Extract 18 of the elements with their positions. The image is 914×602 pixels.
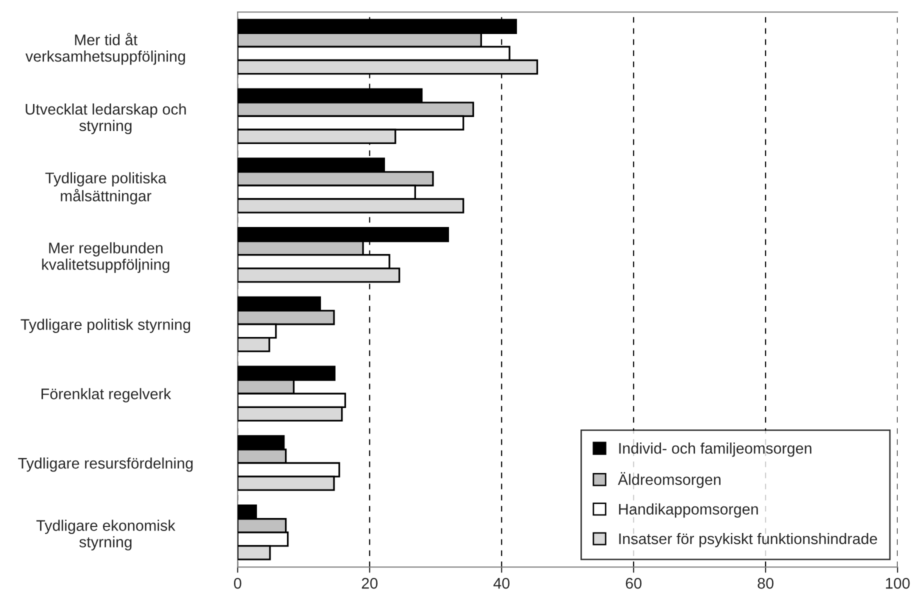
- legend-label: Handikappomsorgen: [619, 503, 758, 518]
- y-tick-label: Mer regelbunden kvalitetsuppföljning: [42, 242, 170, 273]
- y-tick-label: Utvecklat ledarskap och styrning: [26, 103, 186, 134]
- y-tick-label: Mer tid åt verksamhetsuppföljning: [26, 32, 185, 65]
- x-tick-label: 40: [493, 578, 510, 589]
- y-tick-label: Förenklat regelverk: [42, 388, 172, 402]
- y-tick-label: Tydligare politiska målsättningar: [45, 172, 166, 204]
- legend-label: Insatser för psykiskt funktionshindrade: [619, 532, 878, 548]
- x-tick-label: 0: [234, 578, 242, 589]
- x-tick-label: 80: [758, 578, 774, 589]
- y-tick-label: Tydligare resursfördelning: [18, 457, 193, 472]
- legend-label: Individ- och familjeomsorgen: [619, 442, 812, 457]
- legend-label: Äldreomsorgen: [618, 472, 720, 488]
- x-tick-label: 60: [626, 578, 642, 589]
- y-tick-label: Tydligare ekonomisk styrning: [36, 520, 176, 550]
- x-tick-label: 20: [362, 578, 378, 589]
- x-tick-label: 100: [886, 578, 910, 589]
- y-tick-label: Tydligare politisk styrning: [20, 318, 190, 333]
